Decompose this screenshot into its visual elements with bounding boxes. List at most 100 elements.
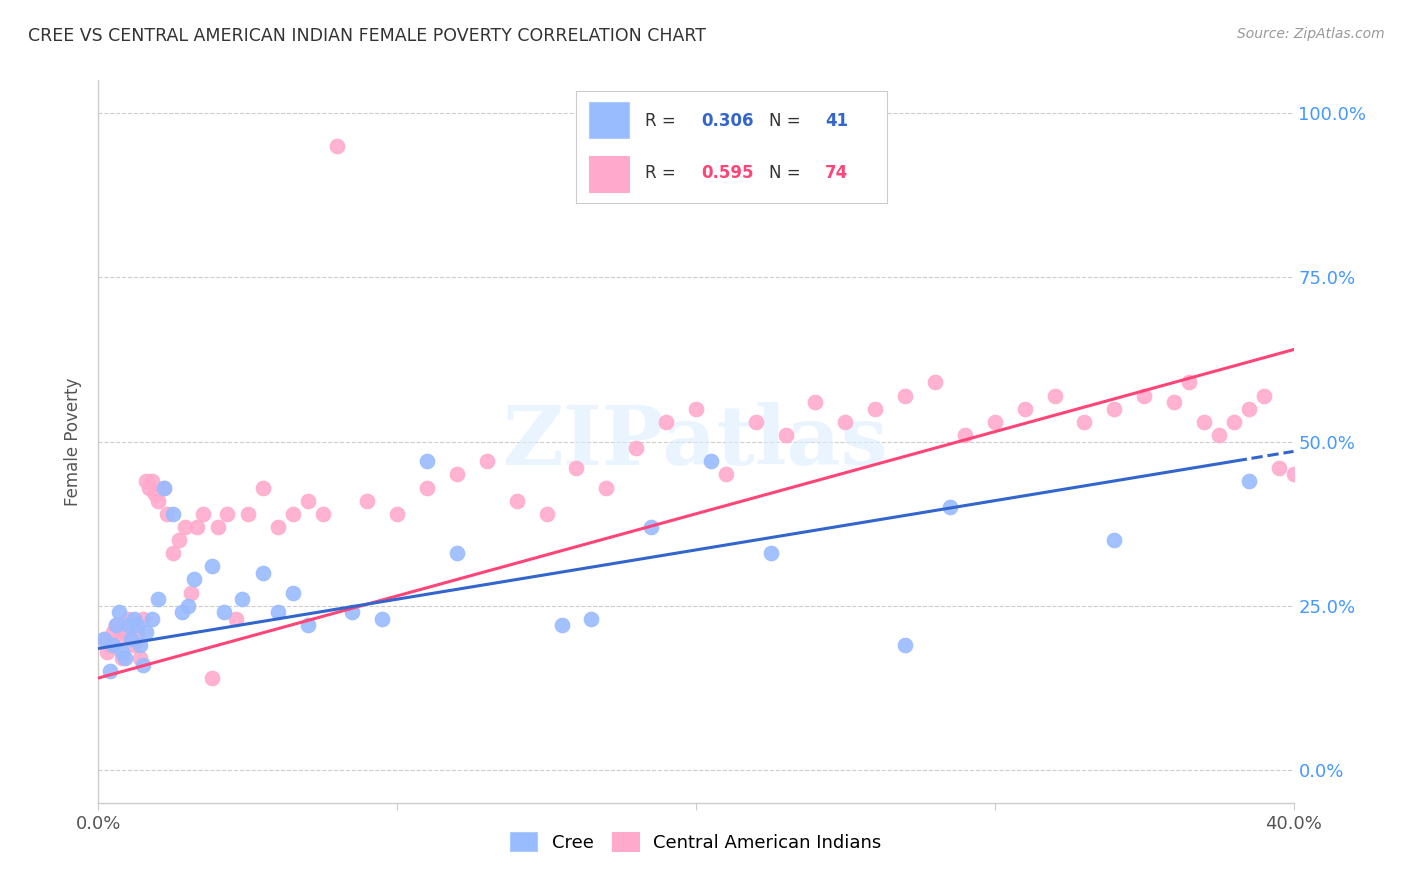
Point — [1043, 388, 1066, 402]
Point — [174, 520, 197, 534]
Point — [120, 632, 142, 646]
Point — [1208, 428, 1230, 442]
Point — [281, 585, 304, 599]
Point — [984, 415, 1007, 429]
Point — [180, 585, 202, 599]
Point — [207, 520, 229, 534]
Point — [1253, 388, 1275, 402]
Point — [186, 520, 208, 534]
Point — [177, 599, 200, 613]
Point — [141, 474, 163, 488]
Point — [143, 487, 166, 501]
Point — [385, 507, 409, 521]
Point — [236, 507, 259, 521]
Point — [212, 605, 235, 619]
Point — [326, 139, 349, 153]
Point — [252, 481, 274, 495]
Point — [153, 481, 176, 495]
Point — [162, 507, 184, 521]
Point — [1073, 415, 1095, 429]
Legend: Cree, Central American Indians: Cree, Central American Indians — [503, 825, 889, 859]
Point — [127, 618, 149, 632]
Point — [595, 481, 617, 495]
Point — [172, 605, 194, 619]
Point — [714, 467, 737, 482]
Point — [745, 415, 768, 429]
Point — [1014, 401, 1036, 416]
Point — [342, 605, 364, 619]
Point — [93, 632, 115, 646]
Point — [167, 533, 190, 547]
Point — [129, 651, 152, 665]
Point — [1267, 460, 1289, 475]
Point — [138, 481, 160, 495]
Point — [953, 428, 976, 442]
Y-axis label: Female Poverty: Female Poverty — [65, 377, 83, 506]
Point — [759, 546, 782, 560]
Text: CREE VS CENTRAL AMERICAN INDIAN FEMALE POVERTY CORRELATION CHART: CREE VS CENTRAL AMERICAN INDIAN FEMALE P… — [28, 27, 706, 45]
Point — [132, 612, 155, 626]
Point — [153, 481, 176, 495]
Point — [581, 612, 603, 626]
Text: Source: ZipAtlas.com: Source: ZipAtlas.com — [1237, 27, 1385, 41]
Point — [162, 546, 184, 560]
Point — [117, 618, 139, 632]
Point — [550, 618, 572, 632]
Point — [141, 612, 163, 626]
Point — [924, 376, 946, 390]
Point — [1282, 467, 1305, 482]
Point — [1133, 388, 1156, 402]
Point — [129, 638, 152, 652]
Point — [111, 651, 134, 665]
Point — [103, 625, 125, 640]
Point — [894, 388, 917, 402]
Point — [565, 460, 588, 475]
Point — [506, 493, 529, 508]
Point — [446, 546, 468, 560]
Point — [536, 507, 558, 521]
Point — [1237, 474, 1260, 488]
Point — [98, 665, 122, 679]
Point — [108, 632, 131, 646]
Point — [201, 671, 224, 685]
Point — [114, 625, 136, 640]
Point — [124, 638, 146, 652]
Point — [297, 493, 319, 508]
Point — [475, 454, 498, 468]
Point — [215, 507, 238, 521]
Point — [231, 592, 253, 607]
Point — [416, 454, 439, 468]
Point — [135, 474, 157, 488]
Point — [1104, 533, 1126, 547]
Point — [700, 454, 723, 468]
Point — [191, 507, 214, 521]
Point — [105, 618, 128, 632]
Point — [105, 618, 128, 632]
Point — [103, 638, 125, 652]
Point — [183, 573, 205, 587]
Point — [1192, 415, 1215, 429]
Point — [111, 645, 134, 659]
Point — [148, 592, 170, 607]
Point — [114, 651, 136, 665]
Point — [297, 618, 319, 632]
Point — [267, 605, 290, 619]
Point — [626, 441, 648, 455]
Point — [371, 612, 394, 626]
Point — [775, 428, 797, 442]
Point — [1104, 401, 1126, 416]
Point — [1163, 395, 1185, 409]
Point — [156, 507, 179, 521]
Point — [98, 638, 122, 652]
Point — [894, 638, 917, 652]
Point — [267, 520, 290, 534]
Point — [804, 395, 827, 409]
Point — [356, 493, 378, 508]
Point — [135, 625, 157, 640]
Point — [120, 618, 142, 632]
Point — [127, 625, 149, 640]
Point — [416, 481, 439, 495]
Point — [685, 401, 707, 416]
Point — [108, 605, 131, 619]
Point — [939, 500, 962, 515]
